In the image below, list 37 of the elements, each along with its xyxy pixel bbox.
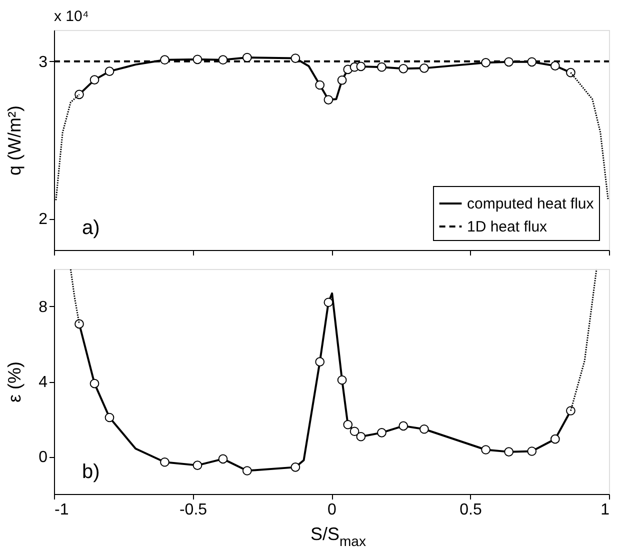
point xyxy=(74,90,84,100)
x-tick-label: 0 xyxy=(328,502,337,518)
y-axis-title: q (W/m²) xyxy=(4,106,25,176)
point xyxy=(104,66,114,76)
y-tick-label: 4 xyxy=(38,374,48,391)
x-tick-label: 0.5 xyxy=(460,502,482,518)
point xyxy=(242,52,252,62)
y-tick-label: 2 xyxy=(38,211,48,228)
point xyxy=(290,54,300,63)
y-tick-label: 3 xyxy=(38,54,48,71)
point xyxy=(192,54,202,64)
point xyxy=(527,57,537,67)
point xyxy=(324,95,334,104)
point xyxy=(481,58,490,68)
point xyxy=(356,62,366,72)
x-tick-label: -1 xyxy=(54,502,69,518)
point xyxy=(566,68,576,78)
y-tick-label: 0 xyxy=(38,449,48,466)
point xyxy=(420,64,429,73)
point xyxy=(315,80,325,90)
x-tick-label: -0.5 xyxy=(179,502,208,518)
text: x 10⁴ xyxy=(54,8,89,25)
y-tick-label: 8 xyxy=(38,299,48,316)
point xyxy=(398,64,408,74)
y-axis-title: ε (%) xyxy=(4,361,25,403)
legend-label: computed heat flux xyxy=(467,196,594,212)
point xyxy=(90,75,100,84)
point xyxy=(377,62,386,72)
point xyxy=(160,55,170,65)
point xyxy=(218,55,228,65)
point xyxy=(337,75,347,85)
annotation: b) xyxy=(82,461,100,483)
point xyxy=(550,61,560,71)
x-tick-label: 1 xyxy=(600,502,610,518)
legend-label: 1D heat flux xyxy=(467,218,548,236)
annotation: a) xyxy=(82,217,100,239)
point xyxy=(504,57,514,67)
